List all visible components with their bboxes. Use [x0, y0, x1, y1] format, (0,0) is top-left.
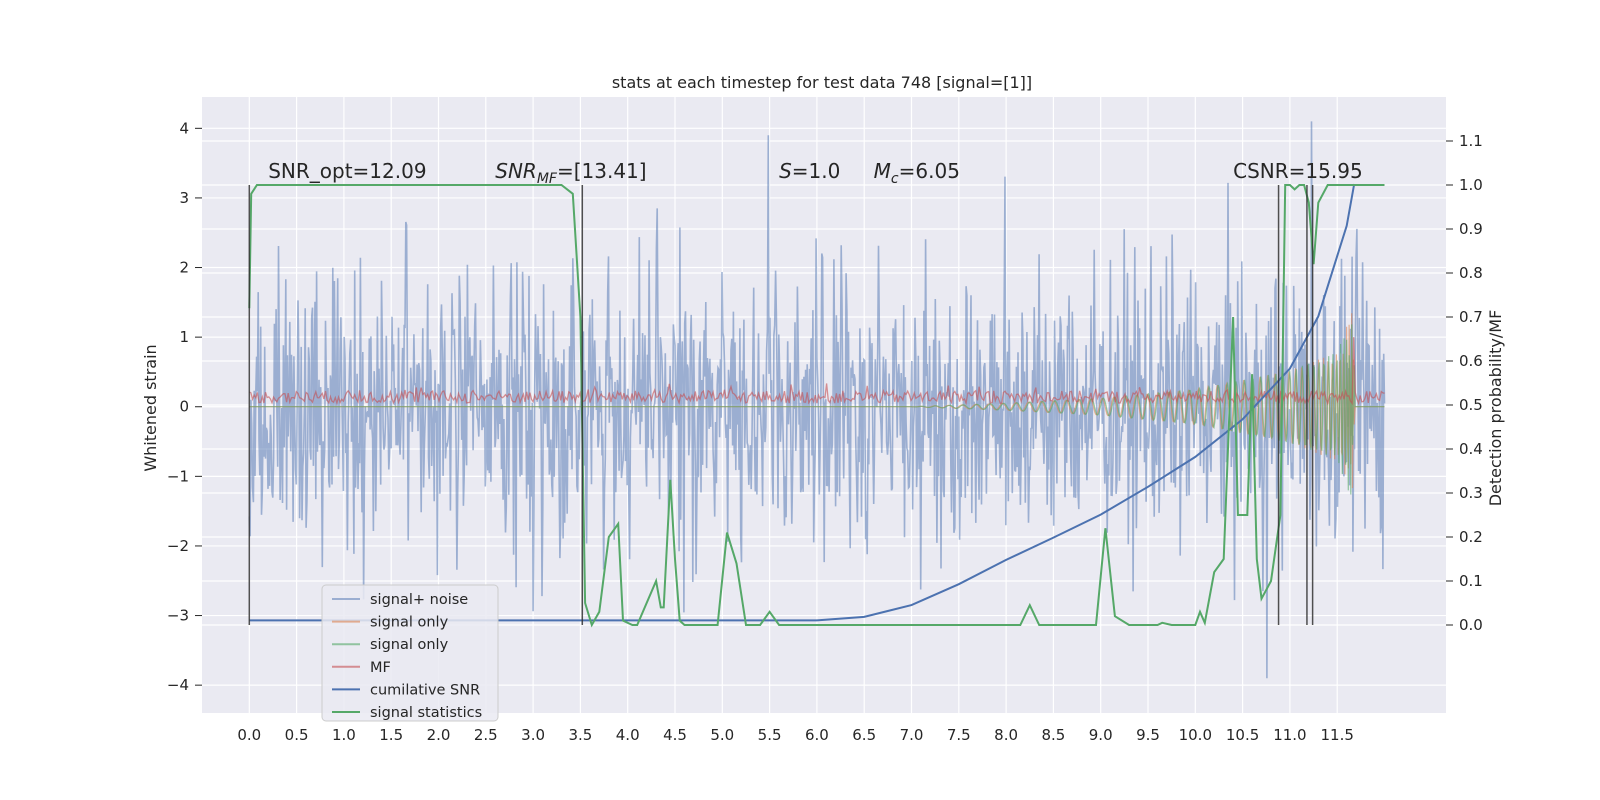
y2-tick-label: 0.3: [1459, 484, 1483, 502]
x-tick-label: 10.0: [1179, 726, 1212, 744]
annotation-part: MF: [537, 171, 558, 187]
x-tick-label: 7.0: [900, 726, 924, 744]
x-tick-label: 4.0: [616, 726, 640, 744]
vertical-lines: [248, 185, 1314, 625]
annotation-part: =[13.41]: [557, 159, 647, 183]
x-tick-label: 0.5: [285, 726, 309, 744]
y-tick-label: −2: [167, 537, 189, 555]
series-mf: [249, 337, 1385, 406]
series-signal-only-green: [249, 324, 1385, 495]
x-tick-label: 1.0: [332, 726, 356, 744]
annotations: SNR_opt=12.09 SNRMF=[13.41] S=1.0 Mc=6.05 CS…: [268, 159, 1362, 187]
y2-tick-label: 0.2: [1459, 528, 1483, 546]
annotation-part: SNR_opt=12.09: [268, 159, 426, 183]
legend-label: signal statistics: [370, 705, 482, 721]
x-tick-label: 11.0: [1273, 726, 1306, 744]
y-tick-label: 4: [179, 119, 189, 137]
annotation-0: SNR_opt=12.09: [268, 159, 426, 183]
y-tick-label: 0: [179, 398, 189, 416]
x-tick-label: 9.0: [1089, 726, 1113, 744]
x-tick-label: 7.5: [947, 726, 971, 744]
legend-label: signal only: [370, 615, 449, 631]
x-tick-label: 0.0: [237, 726, 261, 744]
x-tick-label: 2.5: [474, 726, 498, 744]
annotation-part: SNR: [495, 159, 537, 183]
chart-title: stats at each timestep for test data 748…: [612, 73, 1032, 92]
annotation-part: M: [874, 159, 891, 183]
y2-tick-label: 1.0: [1459, 176, 1483, 194]
y-tick-label: 2: [179, 259, 189, 277]
annotation-3: Mc=6.05: [874, 159, 960, 187]
x-tick-label: 2.0: [427, 726, 451, 744]
x-tick-label: 6.5: [852, 726, 876, 744]
legend-label: cumilative SNR: [370, 682, 480, 698]
legend: signal+ noise signal only signal only MF cum…: [321, 584, 499, 722]
x-tick-label: 11.5: [1321, 726, 1354, 744]
y-tick-label: −4: [167, 676, 189, 694]
x-tick-label: 5.0: [710, 726, 734, 744]
x-axis: 0.0 0.5 1.0 1.5 2.0 2.5 3.0 3.5 4.0 4.5 5.0 5.5 6.0 6…: [237, 726, 1354, 744]
series-signal-noise: [248, 121, 1386, 679]
legend-label: signal+ noise: [370, 592, 468, 608]
x-tick-label: 10.5: [1226, 726, 1259, 744]
annotation-part: S: [779, 159, 792, 183]
legend-label: signal only: [370, 637, 449, 653]
y-axis-right: 1.1 1.0 0.9 0.8 0.7 0.6 0.5 0.4 0.3 0.2 0.1 0.0: [1446, 132, 1483, 634]
annotation-2: S=1.0: [779, 159, 840, 183]
annotation-part: =6.05: [899, 159, 960, 183]
y-tick-label: −3: [167, 607, 189, 625]
series-signal-statistics: [248, 184, 1385, 628]
series-layer: [248, 121, 1386, 679]
y2-tick-label: 0.8: [1459, 264, 1483, 282]
y2-tick-label: 0.7: [1459, 308, 1483, 326]
x-tick-label: 1.5: [379, 726, 403, 744]
annotation-part: c: [891, 171, 899, 187]
x-tick-label: 8.0: [994, 726, 1018, 744]
x-tick-label: 3.0: [521, 726, 545, 744]
y2-tick-label: 0.0: [1459, 616, 1483, 634]
x-tick-label: 9.5: [1136, 726, 1160, 744]
y2-tick-label: 1.1: [1459, 132, 1483, 150]
y2-tick-label: 0.4: [1459, 440, 1483, 458]
annotation-part: CSNR=15.95: [1233, 159, 1363, 183]
y2-tick-label: 0.1: [1459, 572, 1483, 590]
annotation-4: CSNR=15.95: [1233, 159, 1363, 183]
legend-box: [321, 584, 499, 722]
y-axis-label: Whitened strain: [141, 344, 160, 471]
y2-axis-label: Detection probability/MF: [1486, 310, 1505, 507]
annotation-part: =1.0: [792, 159, 841, 183]
x-tick-label: 6.0: [805, 726, 829, 744]
y-tick-label: 3: [179, 189, 189, 207]
x-tick-label: 4.5: [663, 726, 687, 744]
annotation-1: SNRMF=[13.41]: [495, 159, 646, 187]
y2-tick-label: 0.5: [1459, 396, 1483, 414]
x-tick-label: 3.5: [568, 726, 592, 744]
y-axis-left: 4 3 2 1 0 −1 −2 −3 −4: [167, 119, 202, 694]
y-tick-label: 1: [179, 328, 189, 346]
x-tick-label: 5.5: [758, 726, 782, 744]
series-cumulative-snr: [249, 183, 1356, 622]
x-tick-label: 8.5: [1041, 726, 1065, 744]
y2-tick-label: 0.9: [1459, 220, 1483, 238]
y-tick-label: −1: [167, 467, 189, 485]
legend-label: MF: [370, 660, 391, 676]
y2-tick-label: 0.6: [1459, 352, 1483, 370]
